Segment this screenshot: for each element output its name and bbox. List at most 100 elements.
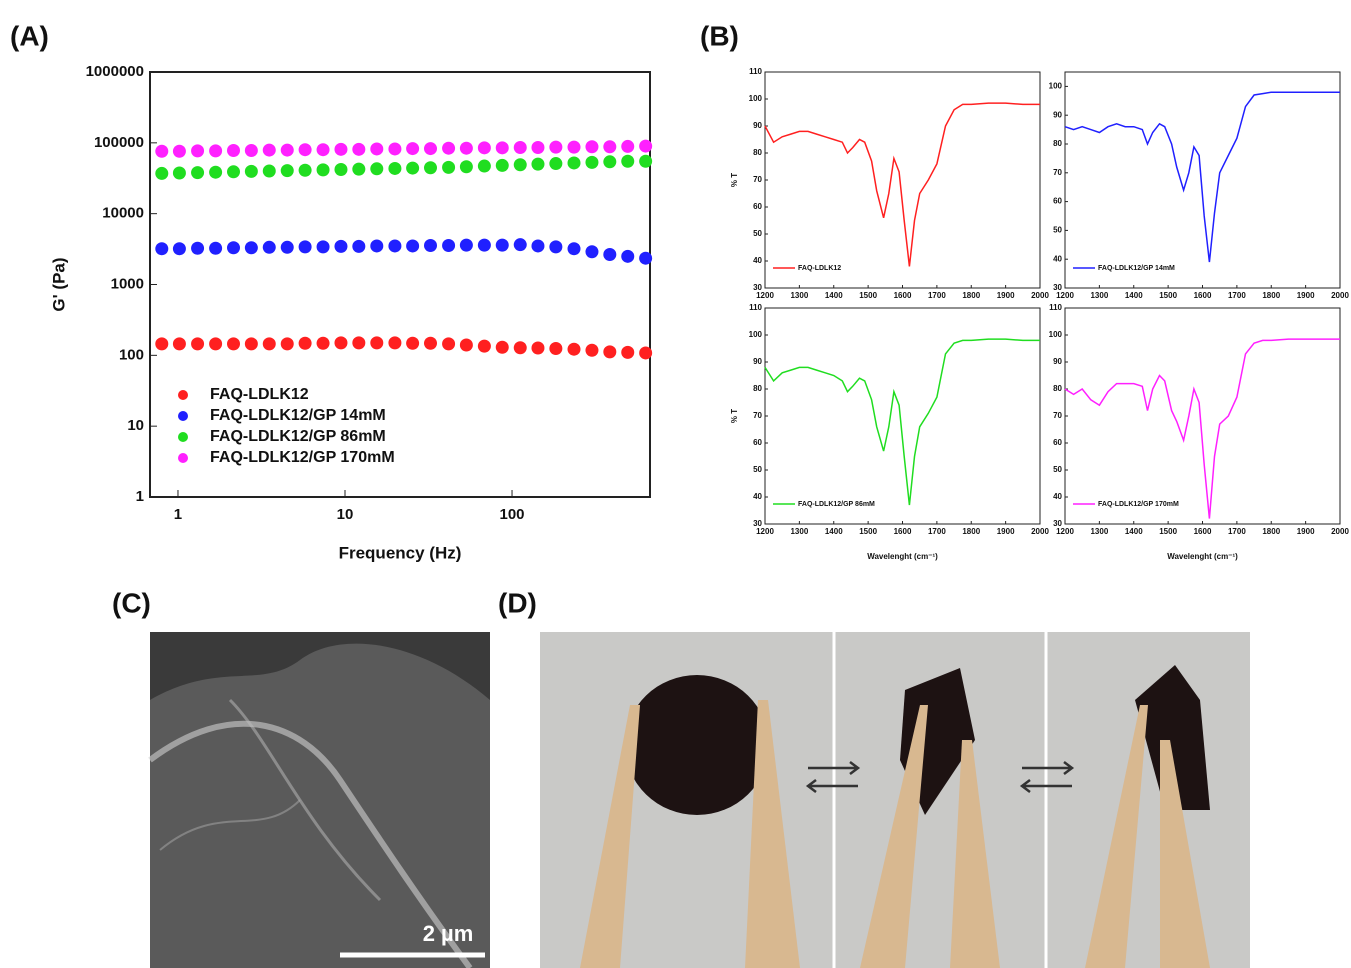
data-point [244, 143, 258, 157]
y-tick-label: 90 [1053, 357, 1062, 366]
data-point [442, 141, 456, 155]
y-tick-label: 100 [1049, 82, 1063, 91]
data-point [370, 142, 384, 156]
data-point [459, 160, 473, 174]
y-tick-label: 70 [1053, 411, 1062, 420]
y-tick-label: 50 [753, 465, 762, 474]
data-point [155, 242, 169, 256]
x-tick-label: 1500 [859, 291, 877, 300]
data-point [352, 239, 366, 253]
data-point [406, 142, 420, 156]
data-point [172, 166, 186, 180]
data-point [567, 342, 581, 356]
y-tick-label: 50 [1053, 226, 1062, 235]
data-point [585, 155, 599, 169]
data-point [549, 140, 563, 154]
y-tick-label: 10 [127, 417, 144, 434]
data-point [477, 159, 491, 173]
data-point [209, 144, 223, 158]
data-line [1064, 338, 1340, 519]
data-point [334, 336, 348, 350]
data-point [316, 143, 330, 157]
x-tick-label: 1300 [1090, 291, 1108, 300]
data-point [280, 240, 294, 254]
data-point [227, 143, 241, 157]
data-point [603, 248, 617, 262]
data-point [370, 162, 384, 176]
data-point [352, 336, 366, 350]
data-point [639, 346, 653, 360]
data-point [191, 144, 205, 158]
data-point [244, 337, 258, 351]
y-tick-label: 40 [753, 492, 762, 501]
y-tick-label: 30 [1053, 519, 1062, 528]
y-tick-label: 50 [1053, 465, 1062, 474]
x-tick-label: 2000 [1331, 291, 1349, 300]
y-tick-label: 80 [1053, 139, 1062, 148]
data-point [172, 337, 186, 351]
data-point [155, 144, 169, 158]
y-tick-label: 100 [119, 346, 144, 363]
data-point [639, 139, 653, 153]
y-tick-label: 60 [753, 202, 762, 211]
x-tick-label: 1900 [997, 291, 1015, 300]
legend-label: FAQ-LDLK12/GP 86mM [210, 428, 386, 445]
panel-label: (C) [112, 587, 151, 618]
data-point [316, 240, 330, 254]
x-tick-label: 1300 [790, 291, 808, 300]
data-point [459, 141, 473, 155]
legend-label: FAQ-LDLK12 [798, 265, 841, 272]
data-point [603, 155, 617, 169]
data-point [280, 143, 294, 157]
panel-label: (A) [10, 20, 49, 51]
x-tick-label: 2000 [1031, 291, 1049, 300]
y-axis-label: % T [730, 409, 739, 423]
x-tick-label: 1800 [1262, 291, 1280, 300]
data-point [227, 241, 241, 255]
legend-marker [178, 453, 188, 463]
data-point [406, 336, 420, 350]
data-point [459, 238, 473, 252]
x-tick-label: 1800 [1262, 527, 1280, 536]
data-point [280, 164, 294, 178]
x-tick-label: 1700 [1228, 527, 1246, 536]
y-tick-label: 110 [749, 303, 762, 312]
data-point [513, 140, 527, 154]
data-point [388, 161, 402, 175]
y-tick-label: 10000 [102, 205, 144, 222]
legend-marker [178, 390, 188, 400]
data-point [298, 163, 312, 177]
legend-label: FAQ-LDLK12/GP 14mM [1098, 265, 1175, 272]
data-point [298, 336, 312, 350]
data-point [406, 239, 420, 253]
x-tick-label: 1300 [1090, 527, 1108, 536]
x-tick-label: 1800 [962, 291, 980, 300]
data-point [370, 239, 384, 253]
data-point [244, 241, 258, 255]
x-tick-label: 1500 [859, 527, 877, 536]
y-tick-label: 1000 [111, 275, 144, 292]
data-point [334, 142, 348, 156]
data-point [585, 140, 599, 154]
data-point [244, 164, 258, 178]
y-tick-label: 110 [749, 67, 762, 76]
y-tick-label: 90 [753, 357, 762, 366]
y-tick-label: 60 [1053, 438, 1062, 447]
data-point [406, 161, 420, 175]
data-point [442, 239, 456, 253]
y-axis-label: % T [730, 173, 739, 187]
x-axis-label: Wavelenght (cm⁻¹) [1167, 552, 1238, 561]
data-point [423, 142, 437, 156]
legend-label: FAQ-LDLK12/GP 14mM [210, 407, 386, 424]
y-tick-label: 100 [749, 94, 763, 103]
data-point [531, 341, 545, 355]
y-tick-label: 30 [1053, 283, 1062, 292]
x-tick-label: 1600 [894, 527, 912, 536]
data-point [567, 140, 581, 154]
data-point [262, 240, 276, 254]
y-tick-label: 100 [749, 330, 763, 339]
data-point [603, 140, 617, 154]
y-tick-label: 70 [753, 411, 762, 420]
plot-frame [764, 307, 1041, 525]
y-tick-label: 1 [136, 488, 144, 505]
